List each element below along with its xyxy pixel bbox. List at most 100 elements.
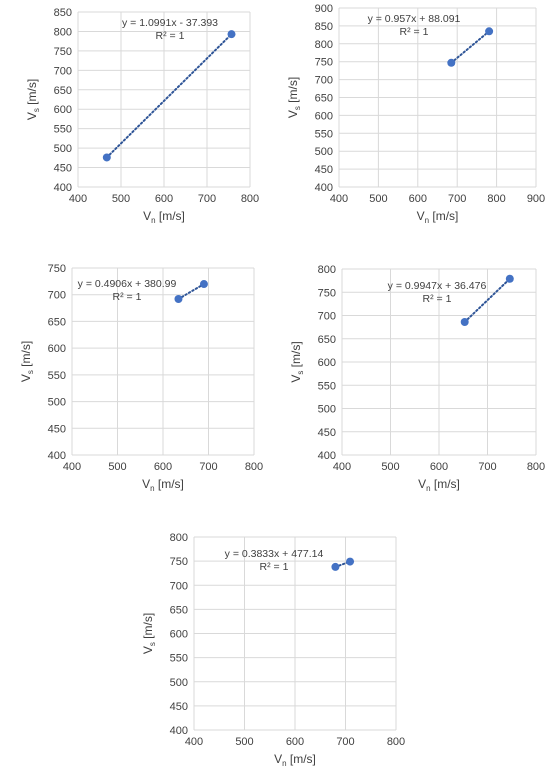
data-point — [331, 562, 340, 571]
y-tick-label: 650 — [48, 316, 66, 328]
x-tick-label: 700 — [448, 193, 466, 205]
data-point — [102, 153, 111, 162]
trendline-equation: y = 0.4906x + 380.99 — [78, 278, 177, 290]
chart-1: 400 450 500 550 600 650 700 750 800 850 400 500 600 7… — [25, 7, 259, 225]
data-point — [460, 318, 469, 327]
x-tick-label: 600 — [409, 193, 427, 205]
y-tick-label: 600 — [48, 343, 66, 355]
y-tick-label: 550 — [48, 370, 66, 382]
y-tick-label: 850 — [54, 7, 72, 19]
data-point — [447, 58, 456, 67]
data-point — [199, 280, 208, 289]
chart-4: 400 450 500 550 600 650 700 750 800 400 500 600 700 8… — [289, 264, 545, 493]
x-tick-label: 500 — [369, 193, 387, 205]
y-tick-label: 700 — [315, 75, 333, 87]
x-tick-label: 600 — [154, 461, 172, 473]
x-tick-label: 400 — [330, 193, 348, 205]
y-tick-label: 750 — [54, 46, 72, 58]
x-tick-label: 400 — [333, 461, 351, 473]
y-tick-label: 550 — [54, 124, 72, 136]
x-tick-label: 700 — [199, 461, 217, 473]
trendline-equation: y = 1.0991x - 37.393 — [122, 17, 218, 29]
x-axis-title: Vn [m/s] — [274, 752, 316, 768]
y-tick-label: 750 — [170, 556, 188, 568]
y-tick-label: 500 — [48, 397, 66, 409]
y-tick-label: 400 — [170, 725, 188, 737]
trendline — [450, 30, 491, 64]
x-tick-label: 800 — [487, 193, 505, 205]
y-tick-label: 650 — [315, 93, 333, 105]
chart-2: 400 450 500 550 600 650 700 750 800 850 900 400 500 6… — [286, 3, 545, 225]
y-tick-label: 450 — [170, 701, 188, 713]
y-tick-label: 600 — [318, 357, 336, 369]
y-tick-label: 900 — [315, 3, 333, 15]
trendline-r2: R² = 1 — [400, 26, 429, 38]
y-tick-label: 400 — [318, 450, 336, 462]
x-tick-label: 800 — [245, 461, 263, 473]
y-axis-title: Vs [m/s] — [141, 613, 157, 654]
x-tick-label: 700 — [198, 193, 216, 205]
x-tick-label: 500 — [235, 736, 253, 748]
y-tick-label: 750 — [315, 57, 333, 69]
y-tick-label: 650 — [170, 604, 188, 616]
x-tick-label: 800 — [527, 461, 545, 473]
x-axis-title: Vn [m/s] — [417, 209, 459, 225]
x-tick-label: 500 — [112, 193, 130, 205]
x-axis-title: Vn [m/s] — [418, 477, 460, 493]
trendline-equation: y = 0.9947x + 36.476 — [388, 280, 487, 292]
y-tick-label: 800 — [170, 532, 188, 544]
y-axis-title: Vs [m/s] — [19, 341, 35, 382]
x-tick-label: 500 — [381, 461, 399, 473]
trendline — [177, 283, 205, 300]
x-tick-label: 600 — [155, 193, 173, 205]
x-tick-label: 800 — [241, 193, 259, 205]
chart-3: 400 450 500 550 600 650 700 750 400 500 600 700 800 V… — [19, 263, 263, 493]
x-tick-label: 600 — [430, 461, 448, 473]
y-tick-label: 650 — [54, 85, 72, 97]
y-tick-label: 700 — [318, 311, 336, 323]
y-tick-label: 700 — [170, 580, 188, 592]
y-tick-label: 500 — [318, 404, 336, 416]
data-point — [174, 294, 183, 303]
trendline-r2: R² = 1 — [260, 561, 289, 573]
y-axis-title: Vs [m/s] — [286, 77, 302, 118]
y-tick-label: 400 — [54, 182, 72, 194]
y-tick-label: 500 — [315, 146, 333, 158]
y-tick-label: 550 — [315, 128, 333, 140]
x-tick-label: 600 — [286, 736, 304, 748]
x-tick-label: 500 — [108, 461, 126, 473]
y-tick-label: 650 — [318, 334, 336, 346]
y-tick-label: 500 — [54, 143, 72, 155]
y-axis-title: Vs [m/s] — [25, 79, 41, 120]
y-tick-label: 700 — [48, 290, 66, 302]
x-tick-label: 400 — [185, 736, 203, 748]
x-tick-label: 400 — [69, 193, 87, 205]
chart-5: 400 450 500 550 600 650 700 750 800 400 500 600 700 8… — [141, 532, 405, 768]
x-tick-label: 400 — [63, 461, 81, 473]
y-tick-label: 800 — [318, 264, 336, 276]
trendline — [105, 33, 233, 159]
trendline-equation: y = 0.3833x + 477.14 — [225, 548, 324, 560]
y-tick-label: 400 — [48, 450, 66, 462]
data-point — [485, 27, 494, 36]
y-tick-label: 800 — [315, 39, 333, 51]
y-tick-label: 600 — [315, 110, 333, 122]
x-axis-title: Vn [m/s] — [142, 477, 184, 493]
y-tick-label: 450 — [315, 164, 333, 176]
x-tick-label: 900 — [527, 193, 545, 205]
trendline — [463, 277, 511, 324]
y-tick-label: 600 — [170, 629, 188, 641]
y-axis-title: Vs [m/s] — [289, 341, 305, 382]
y-tick-label: 550 — [170, 653, 188, 665]
trendline-equation: y = 0.957x + 88.091 — [368, 13, 461, 25]
y-tick-label: 450 — [48, 423, 66, 435]
y-tick-label: 800 — [54, 26, 72, 38]
data-point — [505, 274, 514, 283]
y-tick-label: 450 — [318, 427, 336, 439]
x-axis-title: Vn [m/s] — [143, 209, 185, 225]
x-tick-label: 800 — [387, 736, 405, 748]
trendline-r2: R² = 1 — [423, 293, 452, 305]
y-tick-label: 400 — [315, 182, 333, 194]
x-tick-label: 700 — [336, 736, 354, 748]
